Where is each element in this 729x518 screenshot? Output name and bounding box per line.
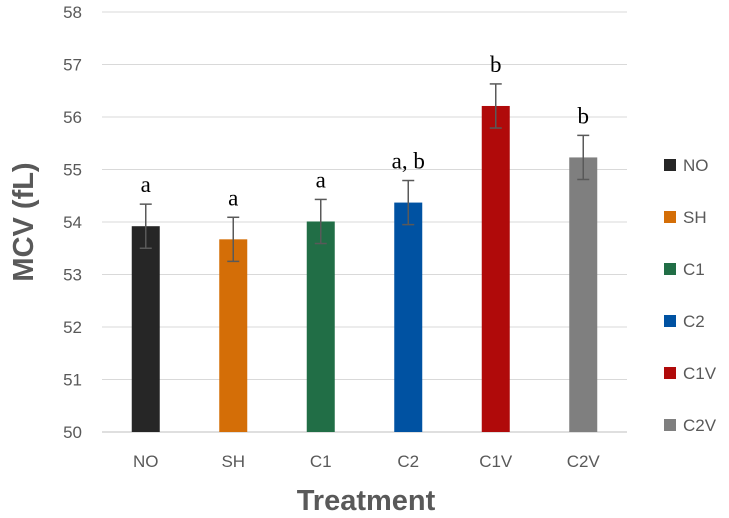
legend-label: C2 [683, 312, 705, 331]
x-tick-label: C1 [310, 452, 332, 471]
y-tick-label: 54 [63, 213, 82, 232]
legend-swatch [664, 315, 676, 327]
y-axis-ticks: 50 51 52 53 54 55 56 57 58 [63, 3, 82, 442]
gridlines [102, 11, 627, 433]
y-axis-title: MCV (fL) [8, 162, 40, 281]
y-tick-label: 51 [63, 371, 82, 390]
y-tick-label: 55 [63, 161, 82, 180]
bar [394, 202, 423, 432]
legend-label: NO [683, 156, 709, 175]
legend-swatch [664, 211, 676, 223]
significance-label: b [490, 52, 502, 77]
legend-label: C1 [683, 260, 705, 279]
x-tick-label: C1V [479, 452, 513, 471]
legend-swatch [664, 367, 676, 379]
bar [131, 226, 160, 432]
significance-label: a [141, 172, 151, 197]
legend-label: SH [683, 208, 707, 227]
error-bars [139, 83, 590, 263]
legend-swatch [664, 419, 676, 431]
bar [306, 221, 335, 432]
x-tick-label: C2 [397, 452, 419, 471]
legend-swatch [664, 263, 676, 275]
legend-label: C1V [683, 364, 717, 383]
significance-labels: a a a a, b b b [141, 52, 589, 210]
bar [481, 105, 510, 432]
significance-label: b [578, 103, 590, 128]
bar [219, 239, 248, 432]
x-tick-label: NO [133, 452, 159, 471]
bars [131, 105, 598, 433]
significance-label: a [228, 185, 238, 210]
x-axis-ticks: NO SH C1 C2 C1V C2V [133, 452, 600, 471]
significance-label: a, b [392, 149, 425, 174]
y-tick-label: 52 [63, 318, 82, 337]
x-axis-title: Treatment [297, 485, 436, 517]
y-tick-label: 57 [63, 56, 82, 75]
y-tick-label: 53 [63, 266, 82, 285]
y-tick-label: 56 [63, 108, 82, 127]
legend-swatch [664, 159, 676, 171]
legend-label: C2V [683, 416, 717, 435]
x-tick-label: C2V [567, 452, 601, 471]
y-tick-label: 50 [63, 423, 82, 442]
legend: NO SH C1 C2 C1V C2V [664, 156, 717, 435]
x-tick-label: SH [221, 452, 245, 471]
significance-label: a [316, 167, 326, 192]
bar [569, 157, 598, 433]
y-tick-label: 58 [63, 3, 82, 22]
